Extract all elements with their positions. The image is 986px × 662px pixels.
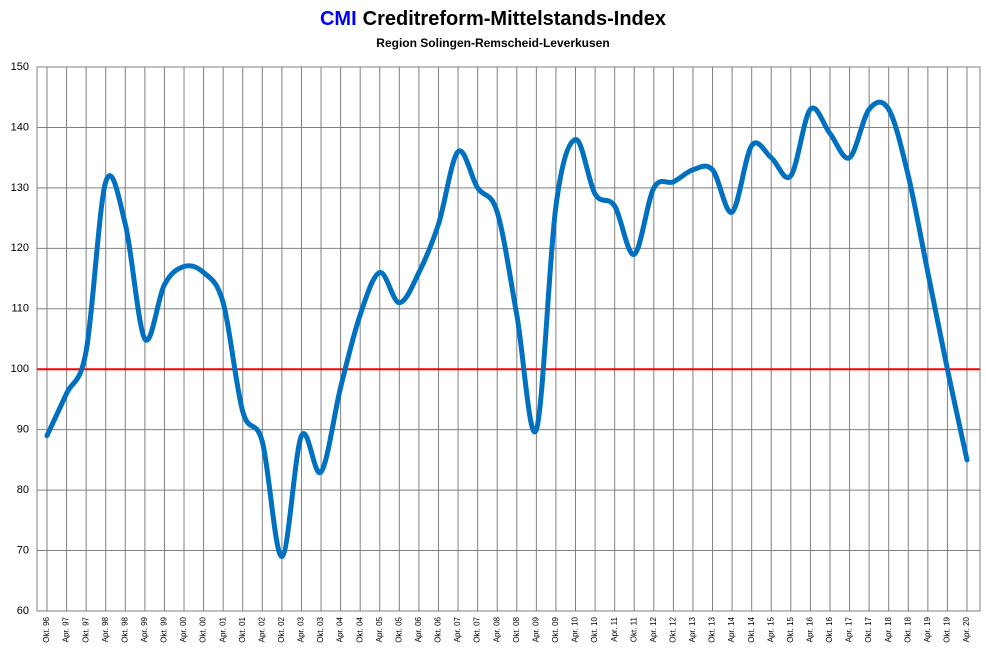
x-tick-label: Okt. 13	[708, 616, 717, 642]
x-tick-label: Apr. 05	[375, 616, 384, 642]
x-tick-label: Apr. 13	[688, 616, 697, 642]
x-tick-label: Okt. 08	[512, 616, 521, 642]
chart-subtitle: Region Solingen-Remscheid-Leverkusen	[376, 36, 609, 50]
x-tick-label: Apr. 00	[179, 616, 188, 642]
x-tick-label: Okt. 01	[238, 616, 247, 642]
x-tick-label: Apr. 09	[531, 616, 540, 642]
x-tick-label: Okt. 18	[903, 616, 912, 642]
chart-title: CMI Creditreform-Mittelstands-Index	[320, 8, 666, 30]
y-tick-label: 90	[17, 424, 29, 436]
x-tick-label: Okt. 06	[434, 616, 443, 642]
x-tick-label: Okt. 17	[864, 616, 873, 642]
y-tick-label: 70	[17, 544, 29, 556]
x-tick-label: Apr. 08	[492, 616, 501, 642]
x-tick-label: Okt. 02	[277, 616, 286, 642]
x-tick-label: Okt. 09	[551, 616, 560, 642]
x-tick-label: Okt. 03	[316, 616, 325, 642]
x-tick-label: Apr. 20	[962, 616, 971, 642]
x-tick-label: Apr. 98	[101, 616, 110, 642]
x-tick-label: Okt. 15	[786, 616, 795, 642]
x-tick-label: Okt. 99	[160, 616, 169, 642]
x-tick-label: Okt. 97	[81, 616, 90, 642]
x-tick-label: Okt. 10	[590, 616, 599, 642]
x-tick-label: Apr. 12	[649, 616, 658, 642]
x-tick-label: Okt. 12	[668, 616, 677, 642]
x-tick-label: Apr. 19	[923, 616, 932, 642]
x-tick-label: Apr. 11	[610, 616, 619, 641]
x-tick-label: Apr. 04	[336, 616, 345, 642]
title-highlight: CMI	[320, 8, 357, 30]
x-tick-label: Okt. 14	[747, 616, 756, 642]
y-tick-label: 120	[11, 242, 29, 254]
x-tick-label: Apr. 07	[453, 616, 462, 642]
x-tick-label: Okt. 98	[120, 616, 129, 642]
y-tick-label: 100	[11, 363, 29, 375]
x-tick-label: Okt. 07	[473, 616, 482, 642]
x-tick-label: Apr. 02	[257, 616, 266, 642]
x-tick-label: Apr. 14	[727, 616, 736, 642]
y-tick-label: 140	[11, 121, 29, 133]
x-tick-label: Okt. 05	[394, 616, 403, 642]
x-tick-label: Apr. 18	[884, 616, 893, 642]
data-line	[44, 99, 970, 560]
y-tick-label: 150	[11, 61, 29, 73]
x-tick-label: Okt. 19	[943, 616, 952, 642]
x-tick-label: Apr. 06	[414, 616, 423, 642]
x-tick-label: Apr. 15	[766, 616, 775, 642]
x-tick-label: Okt. 11	[629, 616, 638, 642]
y-tick-label: 60	[17, 605, 29, 617]
x-tick-label: Okt. 00	[199, 616, 208, 642]
x-tick-label: Apr. 17	[845, 616, 854, 642]
y-tick-label: 110	[11, 303, 29, 315]
x-tick-label: Apr. 99	[140, 616, 149, 642]
x-tick-label: Apr. 97	[62, 616, 71, 642]
y-tick-label: 130	[11, 182, 29, 194]
x-tick-label: Apr. 03	[297, 616, 306, 642]
x-tick-label: Apr. 10	[571, 616, 580, 642]
x-tick-label: Apr. 16	[806, 616, 815, 642]
x-tick-label: Okt. 04	[355, 616, 364, 642]
x-tick-label: Okt. 96	[42, 616, 51, 642]
x-tick-label: Apr. 01	[218, 616, 227, 642]
x-tick-label: Okt. 16	[825, 616, 834, 642]
y-tick-label: 80	[17, 484, 29, 496]
title-text: Creditreform-Mittelstands-Index	[363, 8, 666, 30]
